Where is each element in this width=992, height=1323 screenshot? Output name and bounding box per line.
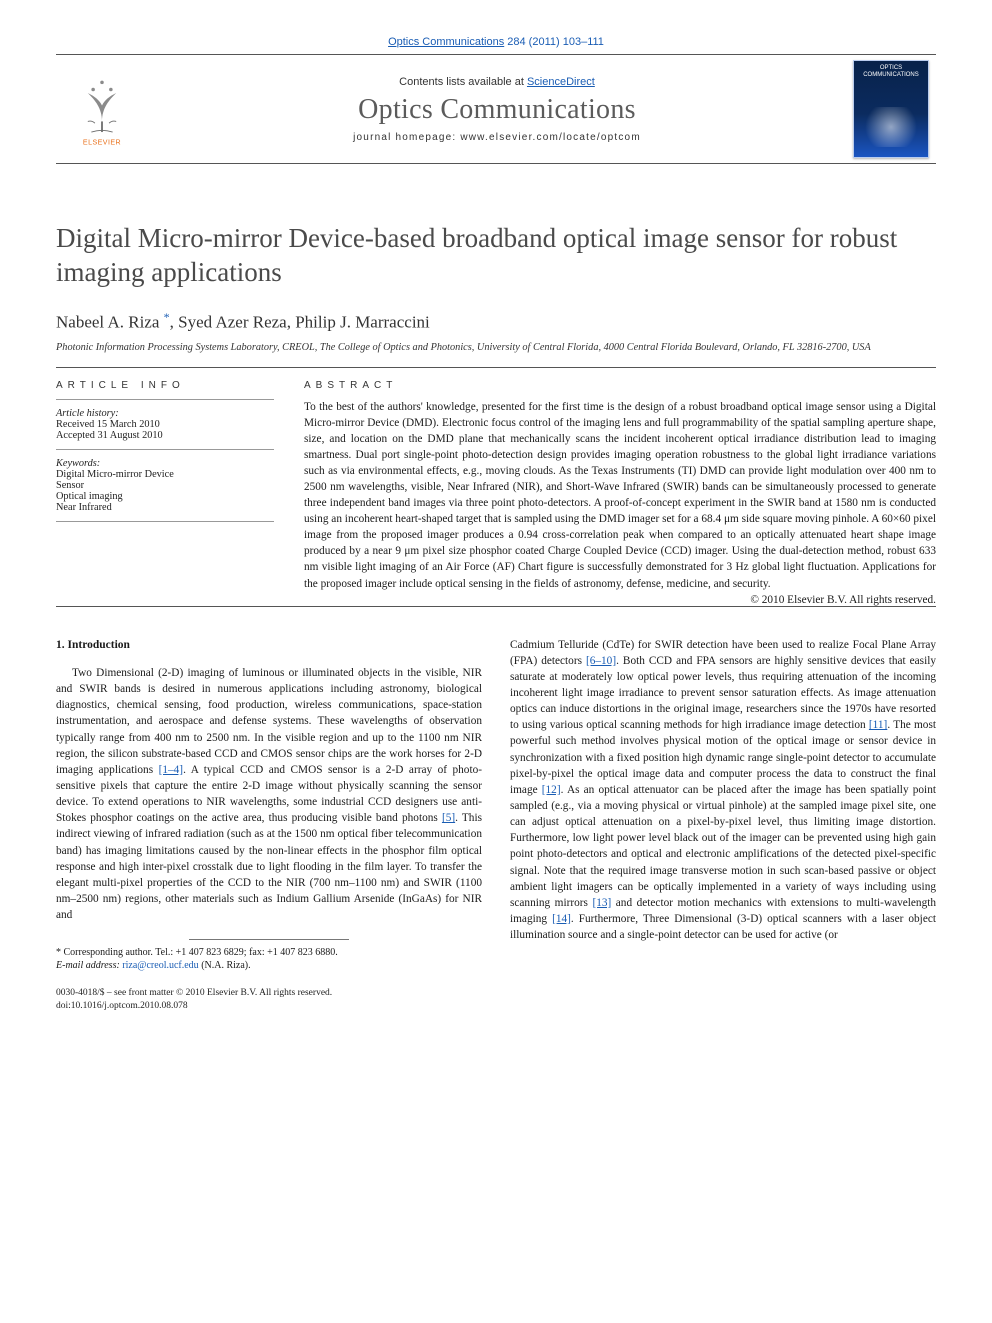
contents-line: Contents lists available at ScienceDirec… xyxy=(399,76,595,88)
journal-name: Optics Communications xyxy=(358,94,636,126)
info-subrule-1 xyxy=(56,399,274,400)
article-info-heading: ARTICLE INFO xyxy=(56,380,274,391)
cover-thumb-box: OPTICS COMMUNICATIONS xyxy=(846,55,936,163)
keyword: Optical imaging xyxy=(56,491,274,502)
corresponding-star-icon: * xyxy=(56,947,64,958)
email-link[interactable]: riza@creol.ucf.edu xyxy=(122,960,198,971)
citation-link[interactable]: [11] xyxy=(869,719,887,731)
citation-link[interactable]: [5] xyxy=(442,812,455,824)
footer-frontmatter: 0030-4018/$ – see front matter © 2010 El… xyxy=(56,987,482,1001)
corresponding-author-note: * Corresponding author. Tel.: +1 407 823… xyxy=(56,946,482,960)
affiliation: Photonic Information Processing Systems … xyxy=(56,342,936,353)
citation-link[interactable]: [1–4] xyxy=(159,764,183,776)
citation-ref: 284 (2011) 103–111 xyxy=(504,36,604,48)
history-accepted: Accepted 31 August 2010 xyxy=(56,430,274,441)
body-para: Two Dimensional (2-D) imaging of luminou… xyxy=(56,665,482,923)
keyword: Near Infrared xyxy=(56,502,274,513)
masthead-center: Contents lists available at ScienceDirec… xyxy=(148,55,846,163)
body-text: . As an optical attenuator can be placed… xyxy=(510,784,936,909)
citation-link[interactable]: [12] xyxy=(542,784,561,796)
publisher-wordmark: ELSEVIER xyxy=(83,138,121,146)
publisher-logo-box: ELSEVIER xyxy=(56,55,148,163)
page-root: Optics Communications 284 (2011) 103–111… xyxy=(0,0,992,1054)
column-1-block: 1. Introduction Two Dimensional (2-D) im… xyxy=(56,637,482,1014)
abstract-heading: ABSTRACT xyxy=(304,380,936,391)
contents-prefix: Contents lists available at xyxy=(399,76,527,88)
homepage-url: www.elsevier.com/locate/optcom xyxy=(460,132,641,143)
body-para: Cadmium Telluride (CdTe) for SWIR detect… xyxy=(510,637,936,944)
info-abstract-row: ARTICLE INFO Article history: Received 1… xyxy=(56,368,936,605)
keywords-label: Keywords: xyxy=(56,458,274,469)
history-received: Received 15 March 2010 xyxy=(56,419,274,430)
body-text: . This indirect viewing of infrared radi… xyxy=(56,812,482,921)
divider-bottom xyxy=(56,606,936,607)
sciencedirect-link[interactable]: ScienceDirect xyxy=(527,76,595,88)
body-text: . Furthermore, Three Dimensional (3-D) o… xyxy=(510,913,936,941)
citation-link[interactable]: [6–10] xyxy=(586,655,616,667)
cover-title: OPTICS COMMUNICATIONS xyxy=(854,65,928,78)
author-list: Nabeel A. Riza *, Syed Azer Reza, Philip… xyxy=(56,310,936,333)
info-subrule-2 xyxy=(56,449,274,450)
journal-cover-thumbnail: OPTICS COMMUNICATIONS xyxy=(853,60,929,158)
keyword: Digital Micro-mirror Device xyxy=(56,469,274,480)
page-footer: 0030-4018/$ – see front matter © 2010 El… xyxy=(56,987,482,1014)
abstract-copyright: © 2010 Elsevier B.V. All rights reserved… xyxy=(304,594,936,606)
footnote-rule xyxy=(189,939,349,940)
footer-doi: doi:10.1016/j.optcom.2010.08.078 xyxy=(56,1000,482,1014)
info-subrule-3 xyxy=(56,521,274,522)
corresponding-email-line: E-mail address: riza@creol.ucf.edu (N.A.… xyxy=(56,959,482,973)
abstract-text: To the best of the authors' knowledge, p… xyxy=(304,399,936,591)
citation-link[interactable]: [13] xyxy=(592,897,611,909)
citation-link[interactable]: [14] xyxy=(552,913,571,925)
top-citation-line: Optics Communications 284 (2011) 103–111 xyxy=(56,36,936,48)
corresponding-text: Corresponding author. Tel.: +1 407 823 6… xyxy=(64,947,338,958)
homepage-prefix: journal homepage: xyxy=(353,132,460,143)
email-tail: (N.A. Riza). xyxy=(199,960,251,971)
article-info-block: ARTICLE INFO Article history: Received 1… xyxy=(56,368,274,605)
abstract-block: ABSTRACT To the best of the authors' kno… xyxy=(304,368,936,605)
email-label: E-mail address: xyxy=(56,960,122,971)
masthead: ELSEVIER Contents lists available at Sci… xyxy=(56,54,936,164)
body-two-column: 1. Introduction Two Dimensional (2-D) im… xyxy=(56,637,936,1014)
keyword: Sensor xyxy=(56,480,274,491)
footnotes: * Corresponding author. Tel.: +1 407 823… xyxy=(56,946,482,973)
homepage-line: journal homepage: www.elsevier.com/locat… xyxy=(353,132,641,143)
history-label: Article history: xyxy=(56,408,274,419)
body-text: Two Dimensional (2-D) imaging of luminou… xyxy=(56,667,482,776)
section-heading-intro: 1. Introduction xyxy=(56,637,482,653)
elsevier-tree-icon: ELSEVIER xyxy=(72,70,132,148)
article-title: Digital Micro-mirror Device-based broadb… xyxy=(56,222,936,290)
journal-link[interactable]: Optics Communications xyxy=(388,36,504,48)
